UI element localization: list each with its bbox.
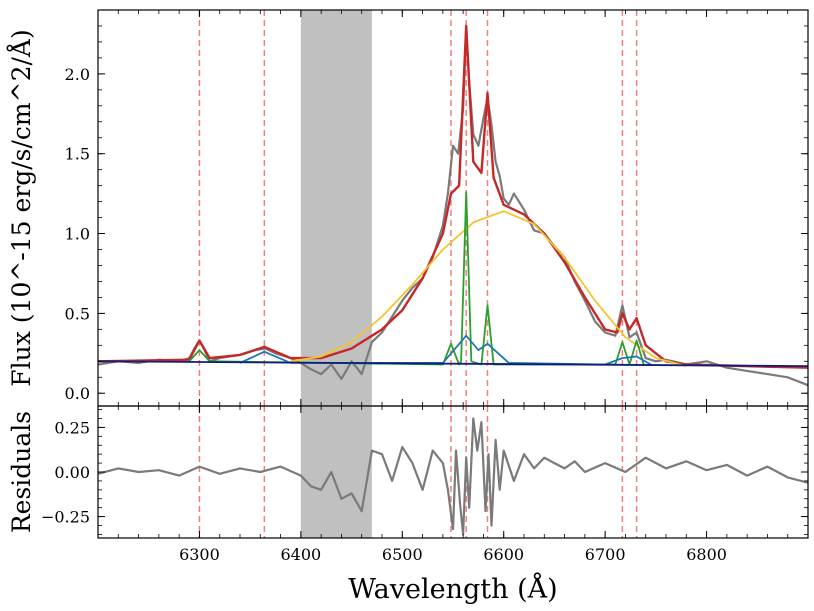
masked-region-bottom [300,406,372,538]
observed-spectrum-line [98,28,808,387]
emission-line-markers-bottom [198,406,638,538]
continuum-line [98,360,808,367]
x-tick-label: 6800 [686,545,727,564]
y-tick-label: −0.25 [41,508,90,527]
x-tick-label: 6600 [483,545,524,564]
flux-series [98,24,808,387]
intermediate-components-line [239,334,652,366]
masked-region-top [300,10,372,406]
residuals-line [98,417,808,536]
broad-component-line [290,210,687,367]
x-tick-label: 6700 [585,545,626,564]
residual-series [98,417,808,536]
flux-y-ticks: 0.0 0.5 1.0 1.5 2.0 [65,25,808,403]
x-tick-label: 6300 [179,545,220,564]
y-tick-label: 0.0 [65,384,90,403]
residuals-panel: −0.25 0.00 0.25 6300 6400 6500 6600 6700 6800 [41,405,809,564]
flux-axis-label: Flux (10^-15 erg/s/cm^2/Å) [6,29,36,386]
y-tick-label: 1.5 [65,145,90,164]
narrow-components-line [188,191,645,366]
flux-x-ticks [97,10,809,406]
residuals-y-ticks: −0.25 0.00 0.25 [41,409,808,535]
y-tick-label: 0.25 [54,418,90,437]
y-tick-label: 0.00 [54,463,90,482]
x-tick-label: 6400 [280,545,321,564]
x-tick-label: 6500 [382,545,423,564]
y-tick-label: 1.0 [65,225,90,244]
residuals-x-ticks: 6300 6400 6500 6600 6700 6800 [97,406,809,564]
y-tick-label: 2.0 [65,65,90,84]
wavelength-axis-label: Wavelength (Å) [348,572,557,605]
residuals-axis-label: Residuals [7,411,36,533]
flux-panel: 0.0 0.5 1.0 1.5 2.0 [65,9,809,407]
y-tick-label: 0.5 [65,304,90,323]
total-model-line [98,24,808,369]
